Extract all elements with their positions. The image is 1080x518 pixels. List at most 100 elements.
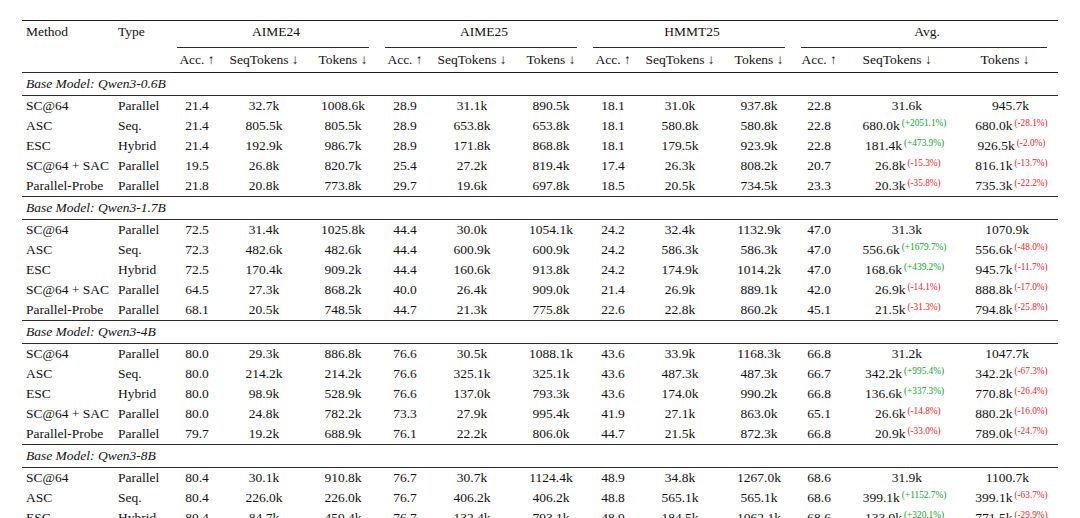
cell-hmmt25-acc: 44.7 — [588, 424, 638, 445]
cell-method: ESC — [22, 384, 114, 404]
cell-aime25-acc: 76.6 — [380, 364, 430, 384]
cell-avg-seqtokens-value: 26.8k — [853, 158, 905, 175]
cell-aime25-seqtokens: 30.0k — [430, 220, 514, 241]
cell-aime25-tokens: 909.0k — [514, 280, 588, 300]
subheader-aime25-acc: Acc. ↑ — [380, 48, 430, 73]
sub-header-row: Acc. ↑ SeqTokens ↓ Tokens ↓ Acc. ↑ SeqTo… — [22, 48, 1058, 73]
cell-avg-tokens-value: 735.3k — [962, 178, 1012, 195]
cell-method: ASC — [22, 240, 114, 260]
cell-avg-tokens: 1100.7k — [952, 468, 1058, 489]
cell-avg-tokens-percent-change: (-29.9%) — [1012, 510, 1047, 518]
cell-method: SC@64 + SAC — [22, 280, 114, 300]
cell-avg-tokens-value: 945.7k — [979, 98, 1029, 115]
cell-hmmt25-acc: 48.9 — [588, 468, 638, 489]
cell-hmmt25-tokens: 1267.0k — [722, 468, 796, 489]
cell-avg-seqtokens-percent-change: (-14.1%) — [905, 282, 940, 294]
section-header-row: Base Model: Qwen3-8B — [22, 445, 1058, 468]
table-row: SC@64 + SACParallel19.526.8k820.7k25.427… — [22, 156, 1058, 176]
cell-avg-tokens-value: 342.2k — [962, 366, 1012, 383]
cell-avg-acc: 47.0 — [796, 240, 842, 260]
table-row: SC@64 + SACParallel80.024.8k782.2k73.327… — [22, 404, 1058, 424]
cell-avg-seqtokens: 181.4k(+473.9%) — [842, 136, 952, 156]
cell-method: ESC — [22, 136, 114, 156]
group-header-aime25: AIME25 — [380, 21, 588, 49]
cell-avg-acc: 68.6 — [796, 508, 842, 518]
cell-aime25-acc: 28.9 — [380, 96, 430, 117]
table-row: SC@64Parallel21.432.7k1008.6k28.931.1k89… — [22, 96, 1058, 117]
cell-aime25-seqtokens: 600.9k — [430, 240, 514, 260]
cell-avg-acc: 66.8 — [796, 424, 842, 445]
table-row: ESCHybrid80.484.7k459.4k76.7132.4k793.1k… — [22, 508, 1058, 518]
cell-avg-seqtokens: 133.9k(+320.1%) — [842, 508, 952, 518]
cell-aime24-acc: 19.5 — [172, 156, 222, 176]
cell-avg-seqtokens-percent-change: (+2051.1%) — [900, 118, 947, 130]
cell-avg-seqtokens: 556.6k(+1679.7%) — [842, 240, 952, 260]
cell-aime25-acc: 73.3 — [380, 404, 430, 424]
cell-avg-tokens-value: 926.5k — [965, 138, 1015, 155]
cell-aime24-tokens: 820.7k — [306, 156, 380, 176]
cell-aime25-seqtokens: 325.1k — [430, 364, 514, 384]
table-header: Method Type AIME24 AIME25 HMMT25 Avg. Ac… — [22, 21, 1058, 73]
cell-hmmt25-seqtokens: 565.1k — [638, 488, 722, 508]
cell-avg-seqtokens-percent-change: (-33.0%) — [905, 426, 940, 438]
section-header-row: Base Model: Qwen3-4B — [22, 321, 1058, 344]
cell-avg-acc: 68.6 — [796, 488, 842, 508]
cell-hmmt25-seqtokens: 586.3k — [638, 240, 722, 260]
cell-aime24-seqtokens: 31.4k — [222, 220, 306, 241]
cell-avg-seqtokens: 31.9k — [842, 468, 952, 489]
cell-hmmt25-tokens: 734.5k — [722, 176, 796, 197]
subheader-avg-seqtokens: SeqTokens ↓ — [842, 48, 952, 73]
cell-hmmt25-seqtokens: 487.3k — [638, 364, 722, 384]
cell-hmmt25-acc: 17.4 — [588, 156, 638, 176]
cell-type: Parallel — [114, 176, 172, 197]
cell-type: Seq. — [114, 116, 172, 136]
cell-hmmt25-acc: 24.2 — [588, 240, 638, 260]
cell-avg-seqtokens-percent-change: (+320.1%) — [902, 510, 944, 518]
cell-aime25-tokens: 1054.1k — [514, 220, 588, 241]
cell-avg-acc: 65.1 — [796, 404, 842, 424]
cell-avg-tokens: 1070.9k — [952, 220, 1058, 241]
cell-aime24-tokens: 748.5k — [306, 300, 380, 321]
cell-avg-tokens-percent-change: (-2.0%) — [1015, 138, 1046, 150]
cell-hmmt25-tokens: 923.9k — [722, 136, 796, 156]
cell-aime25-tokens: 806.0k — [514, 424, 588, 445]
cell-hmmt25-seqtokens: 27.1k — [638, 404, 722, 424]
cell-aime25-acc: 44.4 — [380, 220, 430, 241]
table-row: Parallel-ProbeParallel21.820.8k773.8k29.… — [22, 176, 1058, 197]
cell-type: Hybrid — [114, 384, 172, 404]
cell-aime25-seqtokens: 406.2k — [430, 488, 514, 508]
cell-avg-tokens-value: 816.1k — [962, 158, 1012, 175]
table-row: ASCSeq.80.4226.0k226.0k76.7406.2k406.2k4… — [22, 488, 1058, 508]
cell-aime25-acc: 76.7 — [380, 468, 430, 489]
cell-avg-tokens-value: 399.1k — [962, 490, 1012, 507]
cell-aime24-acc: 80.0 — [172, 344, 222, 365]
cell-aime24-tokens: 1008.6k — [306, 96, 380, 117]
cell-aime24-acc: 80.0 — [172, 384, 222, 404]
cell-avg-seqtokens-value: 31.3k — [870, 222, 922, 239]
cell-type: Parallel — [114, 280, 172, 300]
cell-hmmt25-acc: 18.1 — [588, 136, 638, 156]
cell-avg-acc: 20.7 — [796, 156, 842, 176]
cell-aime24-seqtokens: 98.9k — [222, 384, 306, 404]
cell-aime25-acc: 44.4 — [380, 240, 430, 260]
cell-aime24-seqtokens: 30.1k — [222, 468, 306, 489]
cell-avg-acc: 42.0 — [796, 280, 842, 300]
table-row: Parallel-ProbeParallel68.120.5k748.5k44.… — [22, 300, 1058, 321]
cell-aime24-acc: 64.5 — [172, 280, 222, 300]
cell-hmmt25-tokens: 872.3k — [722, 424, 796, 445]
cell-aime24-acc: 21.4 — [172, 116, 222, 136]
cell-avg-seqtokens: 20.9k(-33.0%) — [842, 424, 952, 445]
cell-aime25-tokens: 868.8k — [514, 136, 588, 156]
table-row: ASCSeq.72.3482.6k482.6k44.4600.9k600.9k2… — [22, 240, 1058, 260]
group-header-aime24: AIME24 — [172, 21, 380, 49]
cell-avg-tokens-percent-change: (-17.0%) — [1012, 282, 1047, 294]
section-title: Base Model: Qwen3-1.7B — [22, 197, 1058, 220]
cell-aime25-acc: 29.7 — [380, 176, 430, 197]
cell-avg-seqtokens: 680.0k(+2051.1%) — [842, 116, 952, 136]
cell-hmmt25-acc: 43.6 — [588, 364, 638, 384]
cell-method: ASC — [22, 116, 114, 136]
cell-hmmt25-tokens: 586.3k — [722, 240, 796, 260]
cell-aime24-acc: 21.4 — [172, 96, 222, 117]
cell-avg-tokens-percent-change: (-63.7%) — [1012, 490, 1047, 502]
cell-type: Parallel — [114, 220, 172, 241]
